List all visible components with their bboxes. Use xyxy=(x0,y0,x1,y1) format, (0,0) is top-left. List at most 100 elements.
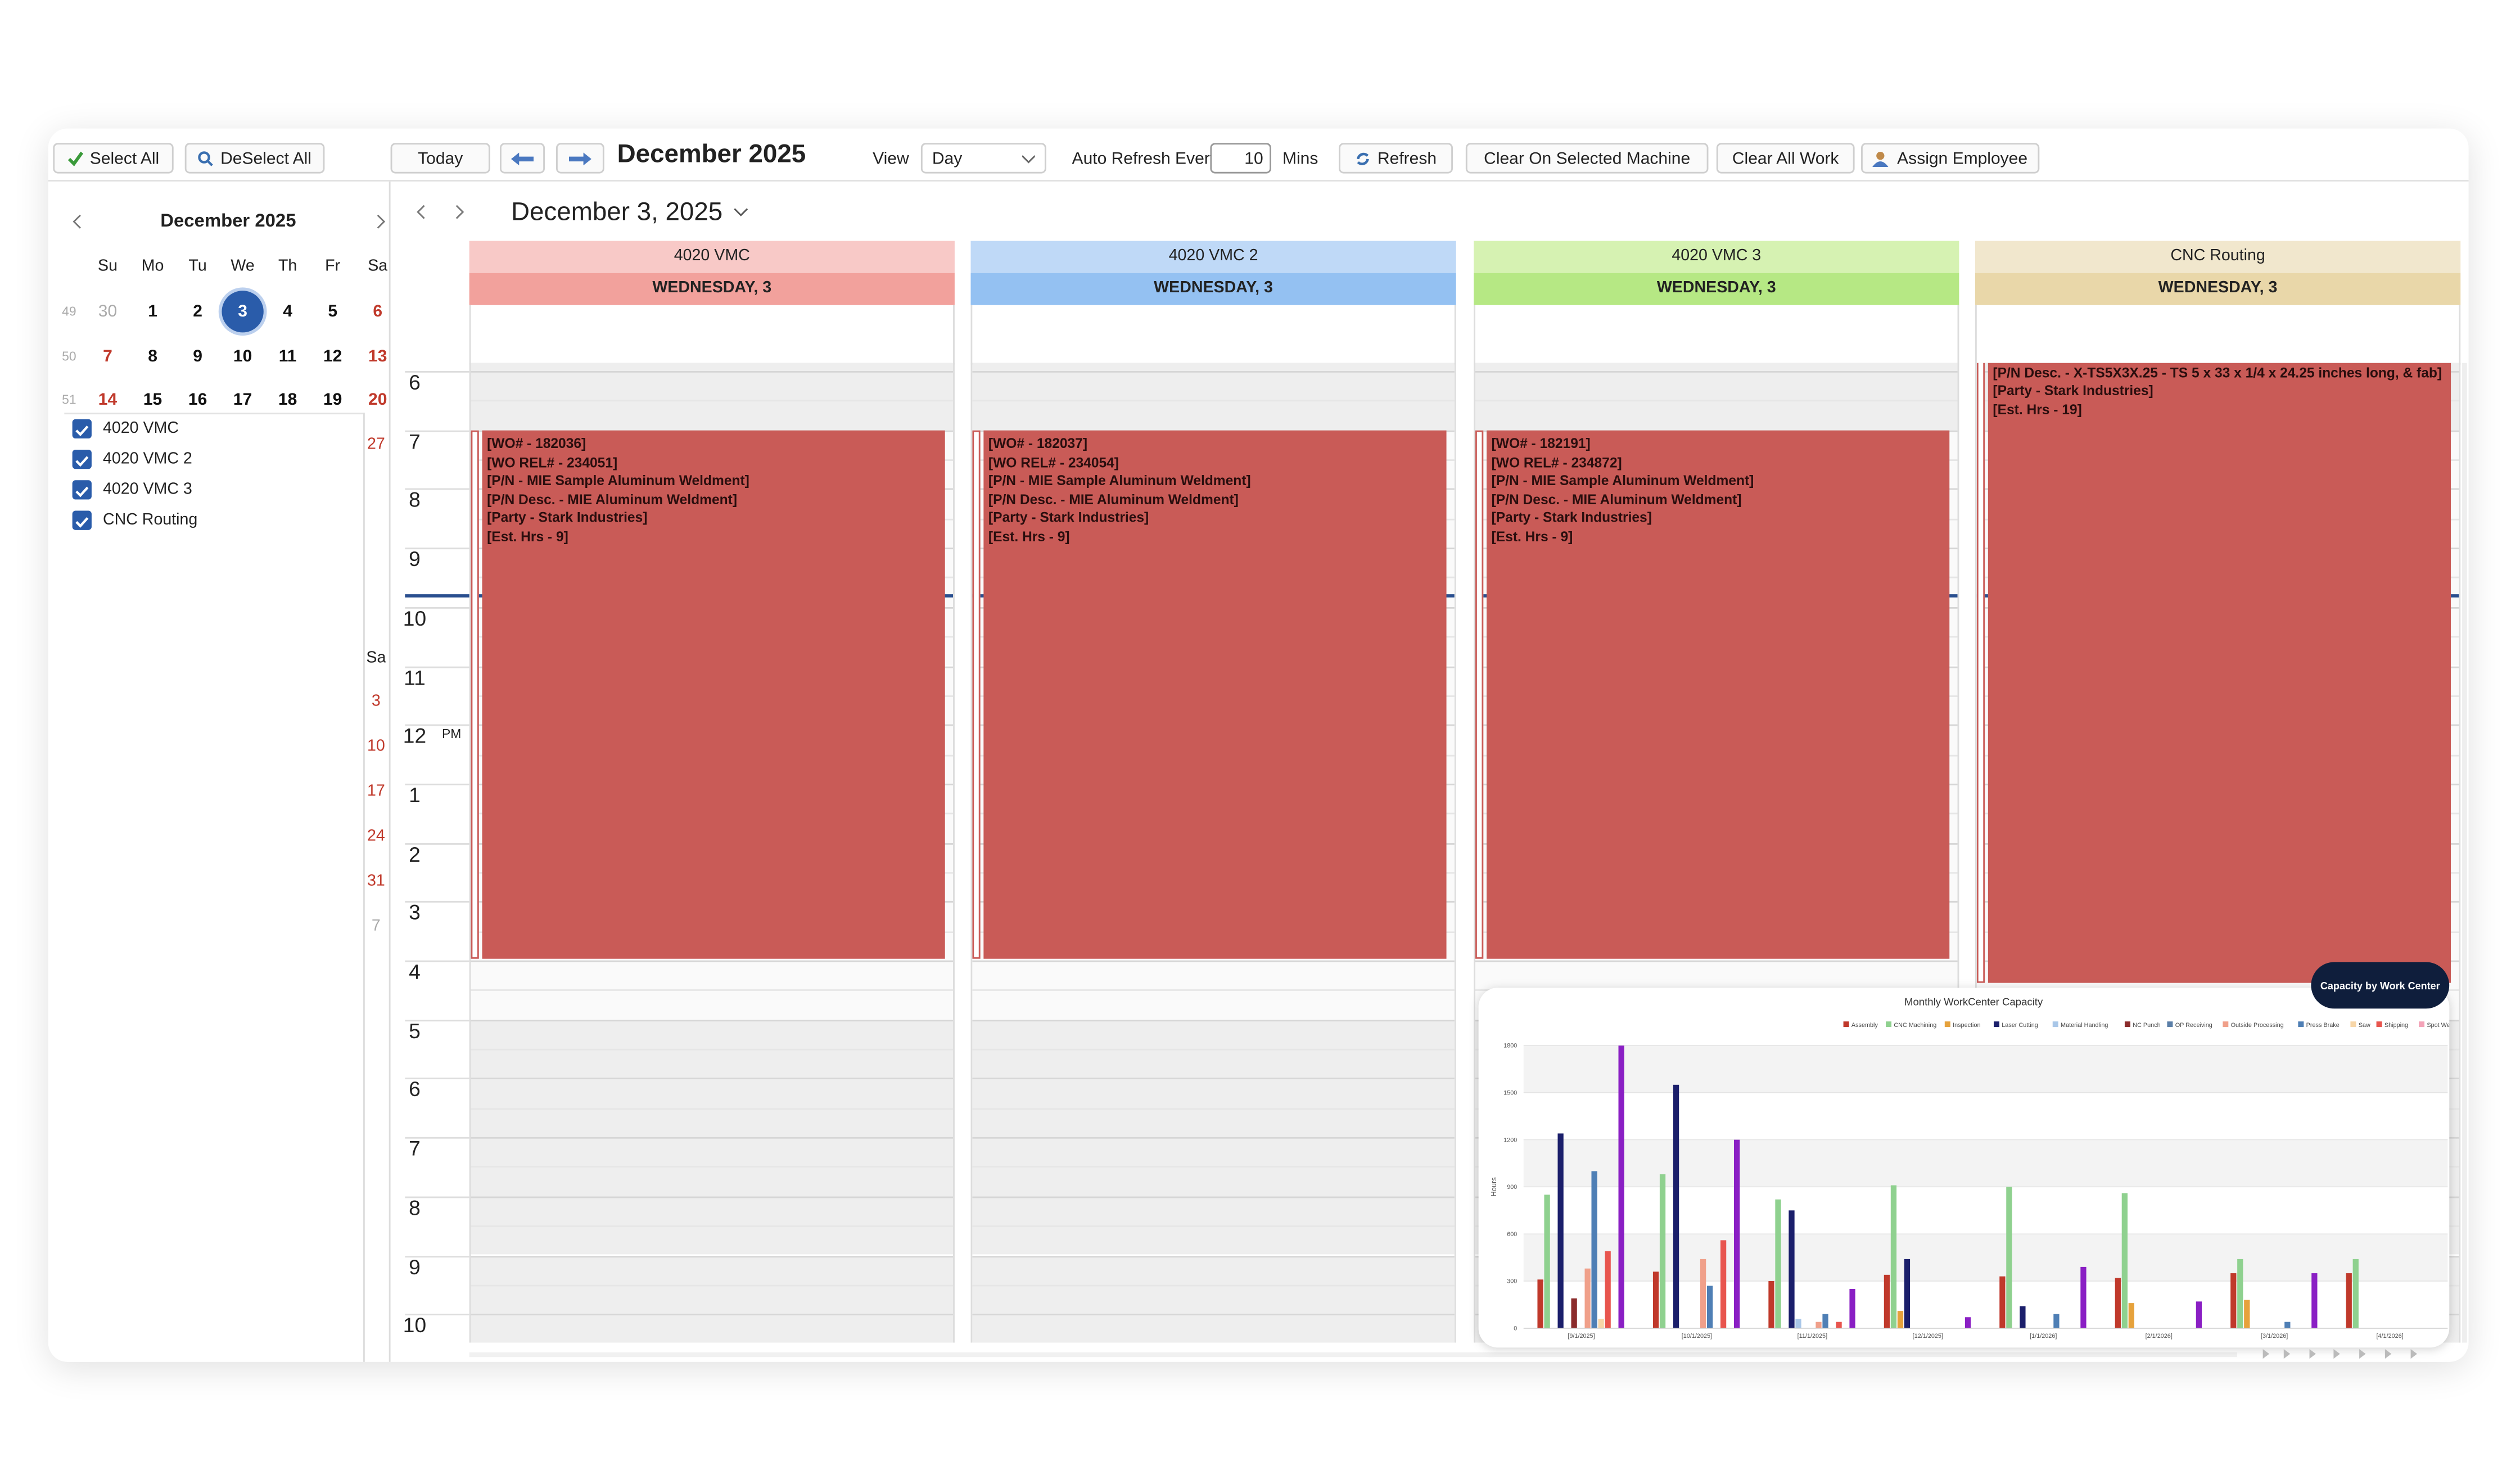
calendar-day[interactable]: 3 xyxy=(238,302,247,322)
auto-refresh-input[interactable]: 10 xyxy=(1210,143,1271,174)
legend-swatch xyxy=(2350,1021,2356,1028)
work-order-event[interactable]: [P/N - 104942-15][P/N Desc. - X-TS5X3X.2… xyxy=(1988,363,2451,983)
resource-name[interactable]: CNC Routing xyxy=(1975,241,2461,273)
legend-swatch xyxy=(2052,1021,2058,1028)
x-tick-label: [2/1/2026] xyxy=(2146,1333,2173,1340)
bar xyxy=(2230,1273,2237,1328)
calendar-day[interactable]: 10 xyxy=(233,346,252,365)
event-text: [WO# - 182036] xyxy=(487,435,586,451)
button-label: Clear On Selected Machine xyxy=(1484,148,1691,168)
refresh-icon xyxy=(1357,152,1370,165)
half-slot-line xyxy=(972,1107,1455,1110)
pager-icon[interactable] xyxy=(2384,1349,2392,1359)
select-all-button[interactable]: Select All xyxy=(53,143,174,174)
legend-label: OP Receiving xyxy=(2175,1022,2212,1029)
calendar-day[interactable]: 13 xyxy=(368,346,387,365)
calendar-day[interactable]: 19 xyxy=(323,390,342,410)
machine-checkbox[interactable] xyxy=(72,449,92,469)
hour-label: 3 xyxy=(409,901,421,925)
calendar-day[interactable]: 30 xyxy=(98,302,118,322)
pager-icon[interactable] xyxy=(2410,1349,2418,1359)
check-mark xyxy=(75,517,89,528)
scheduler-date[interactable]: December 3, 2025 xyxy=(511,199,723,227)
mini-calendar-next[interactable] xyxy=(365,206,397,238)
bar xyxy=(1584,1268,1591,1328)
clear-all-button[interactable]: Clear All Work xyxy=(1716,143,1855,174)
work-order-event[interactable]: [WO# - 182037] [WO REL# - 234054] [P/N - M… xyxy=(983,430,1447,959)
calendar-day[interactable]: 16 xyxy=(188,390,207,410)
clear-selected-button[interactable]: Clear On Selected Machine xyxy=(1465,143,1709,174)
y-tick-label: 1500 xyxy=(1503,1089,1517,1096)
time-slot xyxy=(471,1019,954,1079)
all-day-area xyxy=(1474,305,1959,365)
today-button[interactable]: Today xyxy=(390,143,490,174)
legend-label: Assembly xyxy=(1851,1022,1878,1029)
pager-icon[interactable] xyxy=(2283,1349,2291,1359)
legend-label: NC Punch xyxy=(2133,1022,2160,1029)
refresh-button[interactable]: Refresh xyxy=(1339,143,1453,174)
hour-label: 12 xyxy=(403,723,427,748)
legend-label: Saw xyxy=(2359,1022,2370,1029)
bar xyxy=(1537,1279,1543,1328)
calendar-day[interactable]: 4 xyxy=(283,302,293,322)
mini-calendar: December 2025 Su Mo Tu We Th Fr Sa 49 30 1 2 3 4 5 6 50 7… xyxy=(48,193,389,413)
calendar-day[interactable]: 8 xyxy=(148,346,157,365)
view-label: View xyxy=(873,149,909,169)
machine-checkbox[interactable] xyxy=(72,510,92,530)
half-slot-line xyxy=(471,989,954,992)
resource-name[interactable]: 4020 VMC 3 xyxy=(1474,241,1959,273)
date-caret[interactable] xyxy=(731,204,751,220)
calendar-day[interactable]: 18 xyxy=(278,390,297,410)
bar xyxy=(1598,1319,1604,1328)
work-order-event[interactable]: [WO# - 182191] [WO REL# - 234872] [P/N - M… xyxy=(1487,430,1950,959)
legend-swatch xyxy=(2124,1021,2130,1028)
calendar-day[interactable]: 14 xyxy=(98,390,118,410)
scheduler-nav-next[interactable] xyxy=(444,197,476,229)
calendar-day[interactable]: 2 xyxy=(193,302,202,322)
calendar-day[interactable]: 17 xyxy=(233,390,252,410)
calendar-day[interactable]: 9 xyxy=(193,346,202,365)
pager-icon[interactable] xyxy=(2333,1349,2340,1359)
resource-name[interactable]: 4020 VMC xyxy=(469,241,955,273)
assign-employee-button[interactable]: Assign Employee xyxy=(1861,143,2040,174)
hour-label: 9 xyxy=(409,547,421,571)
hour-tick xyxy=(405,666,469,668)
mini-calendar-prev[interactable] xyxy=(61,206,93,238)
selected-day-circle xyxy=(222,291,264,333)
resource-body: [WO# - 182037] [WO REL# - 234054] [P/N - M… xyxy=(970,363,1456,1343)
machine-checkbox[interactable] xyxy=(72,419,92,438)
legend-label: Outside Processing xyxy=(2231,1022,2284,1029)
machine-checkbox[interactable] xyxy=(72,480,92,500)
next-button[interactable] xyxy=(556,143,604,174)
work-order-event[interactable]: [WO# - 182036] [WO REL# - 234051] [P/N - M… xyxy=(482,430,945,959)
pager-icon[interactable] xyxy=(2359,1349,2366,1359)
calendar-day[interactable]: 6 xyxy=(373,302,383,322)
resource-name[interactable]: 4020 VMC 2 xyxy=(970,241,1456,273)
calendar-day[interactable]: 7 xyxy=(103,346,112,365)
resource-day: WEDNESDAY, 3 xyxy=(970,273,1456,305)
previous-button[interactable] xyxy=(499,143,545,174)
calendar-day[interactable]: 5 xyxy=(328,302,338,322)
calendar-day[interactable]: 15 xyxy=(143,390,162,410)
scheduler-nav-prev[interactable] xyxy=(405,197,437,229)
hour-tick xyxy=(405,548,469,550)
calendar-day[interactable]: 20 xyxy=(368,390,387,410)
calendar-day[interactable]: 11 xyxy=(278,346,297,365)
rows-before xyxy=(972,363,1455,371)
legend-swatch xyxy=(1993,1021,1999,1028)
deselect-all-button[interactable]: DeSelect All xyxy=(184,143,325,174)
button-label: Today xyxy=(418,148,463,168)
bar xyxy=(2284,1322,2291,1328)
pager-icon[interactable] xyxy=(2309,1349,2316,1359)
y-tick-label: 300 xyxy=(1507,1278,1517,1285)
bar xyxy=(2244,1300,2250,1328)
calendar-day[interactable]: 1 xyxy=(148,302,157,322)
pager-icon[interactable] xyxy=(2262,1349,2270,1359)
side-day: 7 xyxy=(371,917,381,936)
hour-label: 7 xyxy=(409,429,421,454)
capacity-button[interactable] xyxy=(2311,962,2450,1009)
calendar-day[interactable]: 12 xyxy=(323,346,342,365)
view-dropdown[interactable]: Day xyxy=(920,143,1046,174)
bar xyxy=(1652,1272,1659,1328)
